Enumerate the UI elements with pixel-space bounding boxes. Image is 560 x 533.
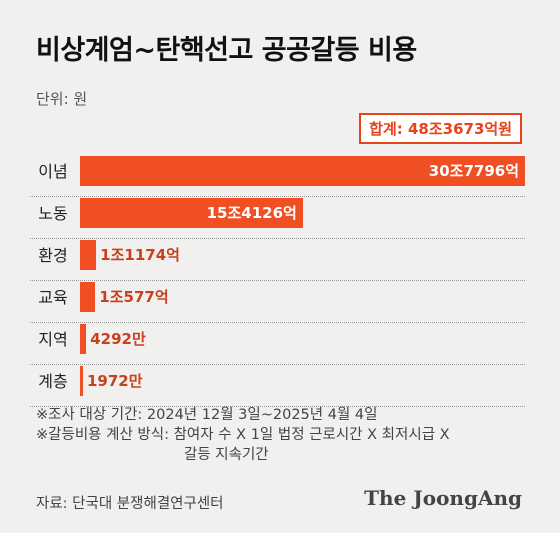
unit-label: 단위: 원 [36,90,88,108]
bar-row: 환경 1조1174억 [30,235,525,281]
bar [80,240,97,270]
bar [80,366,83,396]
publisher-logo: The JoongAng [364,486,522,510]
value-label: 1972만 [87,372,143,390]
row-divider [30,196,525,197]
category-label: 환경 [38,246,68,265]
category-label: 교육 [38,288,68,307]
value-label: 4292만 [90,330,146,348]
value-label: 30조7796억 [428,162,519,180]
category-label: 이념 [38,162,68,181]
category-label: 지역 [38,330,68,349]
row-divider [30,280,525,281]
bar-row: 교육 1조577억 [30,277,525,323]
bar [80,198,303,228]
row-divider [30,364,525,365]
bar [80,282,96,312]
value-label: 1조1174억 [100,246,180,264]
footnote-method-cont: 갈등 지속기간 [184,447,269,463]
bar-row: 지역 4292만 [30,319,525,365]
total-badge: 합계: 48조3673억원 [359,113,522,144]
row-divider [30,322,525,323]
row-divider [30,406,525,407]
value-label: 15조4126억 [206,204,297,222]
source-text: 자료: 단국대 분쟁해결연구센터 [36,496,224,512]
bar [80,156,525,186]
bar-row: 노동 15조4126억 [30,193,525,239]
footnote-method: ※갈등비용 계산 방식: 참여자 수 X 1일 법정 근로시간 X 최저시급 X [36,427,450,443]
chart-title: 비상계엄~탄핵선고 공공갈등 비용 [36,35,417,66]
footnote-period: ※조사 대상 기간: 2024년 12월 3일~2025년 4월 4일 [36,407,378,423]
row-divider [30,238,525,239]
footnotes: ※조사 대상 기간: 2024년 12월 3일~2025년 4월 4일 ※갈등비… [36,405,450,465]
bar [80,324,87,354]
category-label: 노동 [38,204,68,223]
value-label: 1조577억 [99,288,169,306]
category-label: 계층 [38,372,68,391]
bar-row: 계층 1972만 [30,361,525,407]
bar-row: 이념 30조7796억 [30,151,525,197]
